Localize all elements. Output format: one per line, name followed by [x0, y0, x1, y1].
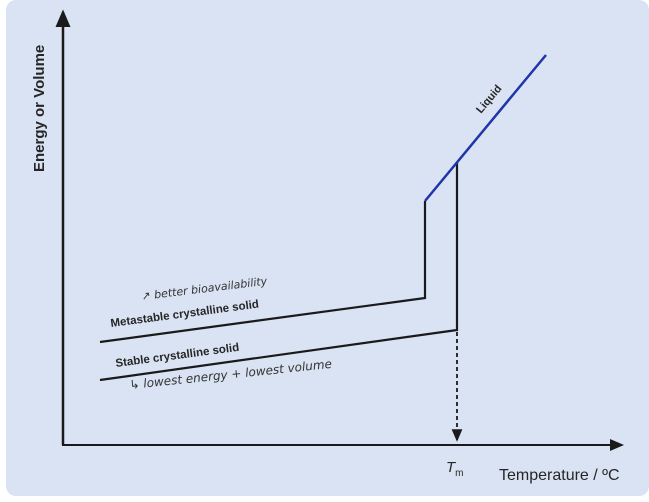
metastable-label: Metastable crystalline solid — [110, 299, 260, 330]
diagram-panel — [6, 0, 649, 496]
liquid-line — [424, 54, 547, 202]
metastable-solid-line — [99, 201, 427, 344]
stable-label: Stable crystalline solid — [115, 342, 240, 370]
tm-label: Tm — [446, 459, 464, 479]
x-axis-label: Temperature / ºC — [499, 467, 620, 484]
y-axis-label: Energy or Volume — [31, 45, 48, 172]
metastable-annotation: ↗ better bioavailability — [141, 275, 269, 303]
stable-solid-line — [99, 162, 459, 382]
